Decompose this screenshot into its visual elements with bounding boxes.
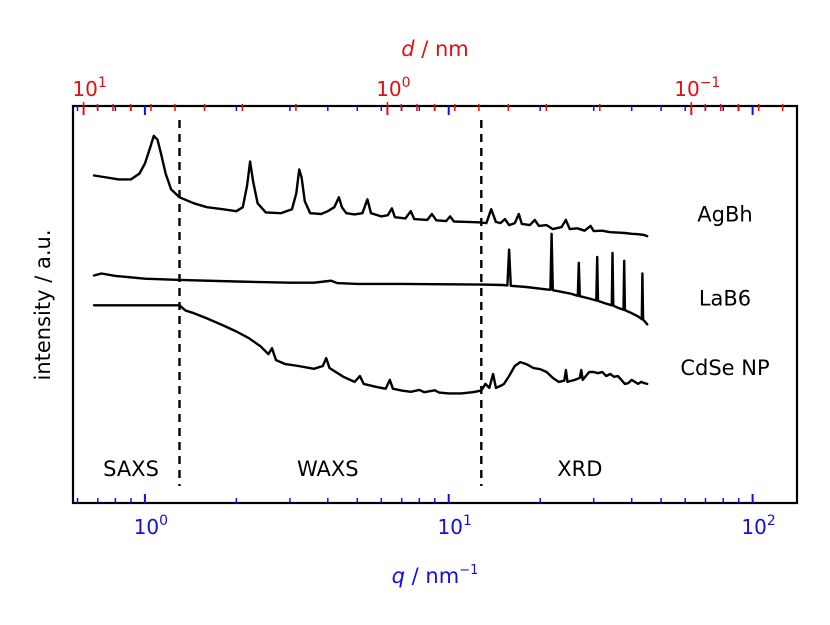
x2-axis-title: d / nm [401,37,469,61]
series-agbh-line [92,134,649,238]
region-label-xrd: XRD [557,457,602,481]
legend-label: AgBh [697,202,752,226]
region-labels: SAXS WAXS XRD [103,457,602,481]
axis-tick-labels: 100 101 102 101 100 10−1 [72,75,775,539]
series-group [92,134,649,395]
y-axis-title: intensity / a.u. [31,230,55,381]
x2-tick-label: 10−1 [674,75,720,101]
series-lab6-line [92,232,649,326]
region-label-saxs: SAXS [103,457,159,481]
region-dividers [178,120,483,486]
plot-frame [71,104,799,505]
x-tick-label: 101 [438,513,472,539]
x2-tick-label: 100 [376,75,410,101]
x-tick-label: 100 [134,513,168,539]
legend-label: LaB6 [699,287,751,311]
legend: AgBh LaB6 CdSe NP [680,202,769,380]
legend-label: CdSe NP [680,356,769,380]
x2-tick-label: 101 [72,75,106,101]
region-label-waxs: WAXS [297,457,359,481]
x-axis-title: q / nm−1 [392,563,479,588]
series-cdse-np-line [92,304,649,395]
x-tick-label: 102 [741,513,775,539]
axis-ticks [76,102,784,503]
